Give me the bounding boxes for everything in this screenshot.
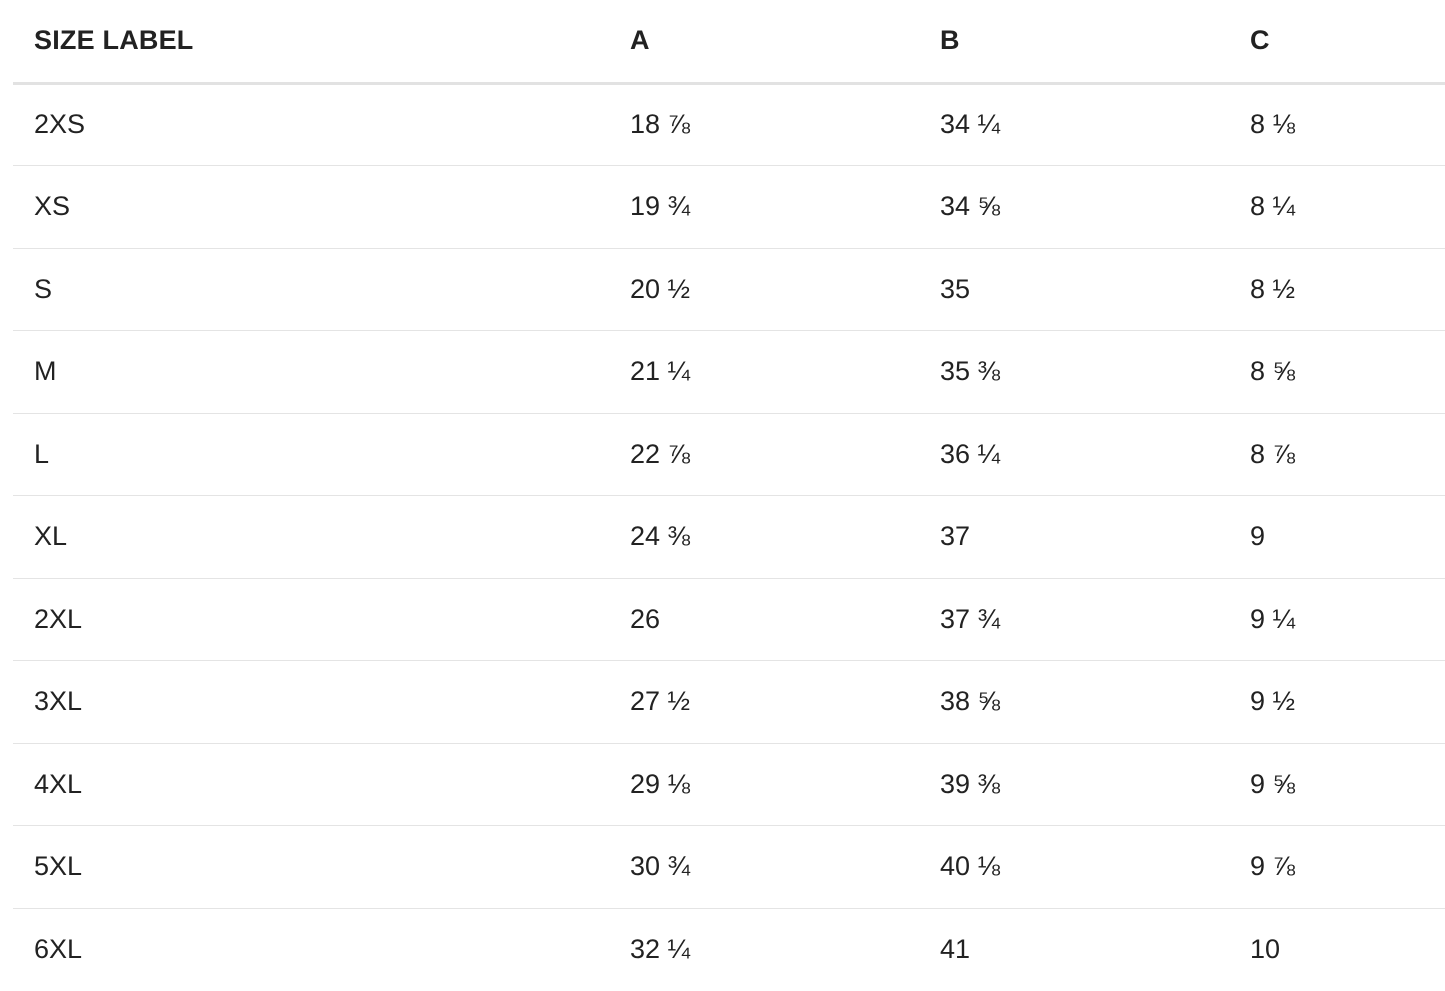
measure-a-cell: 27 ½ (609, 660, 919, 744)
size-label-cell: XS (13, 165, 609, 249)
measure-b-cell: 34 ⅝ (919, 165, 1229, 249)
measure-c-cell: 9 (1229, 495, 1445, 579)
measure-c-cell: 8 ⅝ (1229, 330, 1445, 414)
measure-c-cell: 8 ¼ (1229, 165, 1445, 249)
size-label-cell: 2XL (13, 578, 609, 661)
table-row: 4XL 29 ⅛ 39 ⅜ 9 ⅝ (13, 743, 1445, 826)
measure-b-cell: 37 (919, 495, 1229, 579)
header-row: SIZE LABEL A B C (13, 0, 1445, 85)
size-label-cell: L (13, 413, 609, 496)
column-header-size-label: SIZE LABEL (13, 0, 609, 85)
table-row: XS 19 ¾ 34 ⅝ 8 ¼ (13, 165, 1445, 249)
measure-a-cell: 29 ⅛ (609, 743, 919, 826)
size-label-cell: S (13, 248, 609, 331)
table-row: 2XL 26 37 ¾ 9 ¼ (13, 578, 1445, 661)
measure-a-cell: 26 (609, 578, 919, 661)
measure-b-cell: 38 ⅝ (919, 660, 1229, 744)
table-row: 3XL 27 ½ 38 ⅝ 9 ½ (13, 660, 1445, 744)
measure-a-cell: 19 ¾ (609, 165, 919, 249)
measure-c-cell: 8 ⅞ (1229, 413, 1445, 496)
measure-a-cell: 32 ¼ (630, 934, 691, 964)
size-label-cell: 4XL (13, 743, 609, 826)
table-row: 2XS 18 ⅞ 34 ¼ 8 ⅛ (13, 83, 1445, 166)
measure-b-cell: 35 ⅜ (919, 330, 1229, 414)
column-header-a: A (609, 0, 919, 85)
measure-a-cell: 24 ⅜ (609, 495, 919, 579)
size-label-cell: 6XL (34, 934, 83, 964)
measure-c-cell: 8 ⅛ (1229, 83, 1445, 166)
measure-b-cell: 40 ⅛ (919, 825, 1229, 909)
size-label-cell: M (13, 330, 609, 414)
measure-c-cell: 8 ½ (1229, 248, 1445, 331)
measure-c-cell: 9 ¼ (1229, 578, 1445, 661)
table-body: 2XS 18 ⅞ 34 ¼ 8 ⅛ XS 19 ¾ 34 ⅝ 8 ¼ S 20 … (13, 83, 1445, 991)
size-label-cell: 2XS (13, 83, 609, 166)
measure-b-cell: 36 ¼ (919, 413, 1229, 496)
table-row: L 22 ⅞ 36 ¼ 8 ⅞ (13, 413, 1445, 496)
table-row: XL 24 ⅜ 37 9 (13, 495, 1445, 579)
size-chart-table: SIZE LABEL A B C 2XS 18 ⅞ 34 ¼ 8 ⅛ XS 19… (13, 0, 1445, 991)
measure-b-cell: 34 ¼ (919, 83, 1229, 166)
measure-b-cell: 37 ¾ (919, 578, 1229, 661)
size-label-cell: 5XL (13, 825, 609, 909)
table-row: M 21 ¼ 35 ⅜ 8 ⅝ (13, 330, 1445, 414)
column-header-b: B (919, 0, 1229, 85)
measure-c-cell: 10 (1250, 934, 1281, 964)
measure-b-cell: 41 (940, 934, 971, 964)
table-row: 5XL 30 ¾ 40 ⅛ 9 ⅞ (13, 825, 1445, 909)
measure-a-cell: 30 ¾ (609, 825, 919, 909)
size-label-cell: XL (13, 495, 609, 579)
measure-b-cell: 35 (919, 248, 1229, 331)
measure-c-cell: 9 ⅞ (1229, 825, 1445, 909)
measure-a-cell: 20 ½ (609, 248, 919, 331)
measure-c-cell: 9 ⅝ (1229, 743, 1445, 826)
size-label-cell: 3XL (13, 660, 609, 744)
table-header: SIZE LABEL A B C (13, 0, 1445, 85)
measure-c-cell: 9 ½ (1229, 660, 1445, 744)
table-row: S 20 ½ 35 8 ½ (13, 248, 1445, 331)
column-header-c: C (1229, 0, 1445, 85)
measure-a-cell: 22 ⅞ (609, 413, 919, 496)
measure-b-cell: 39 ⅜ (919, 743, 1229, 826)
table-row: 6XL 32 ¼ 41 10 (13, 908, 1445, 991)
measure-a-cell: 18 ⅞ (609, 83, 919, 166)
measure-a-cell: 21 ¼ (609, 330, 919, 414)
